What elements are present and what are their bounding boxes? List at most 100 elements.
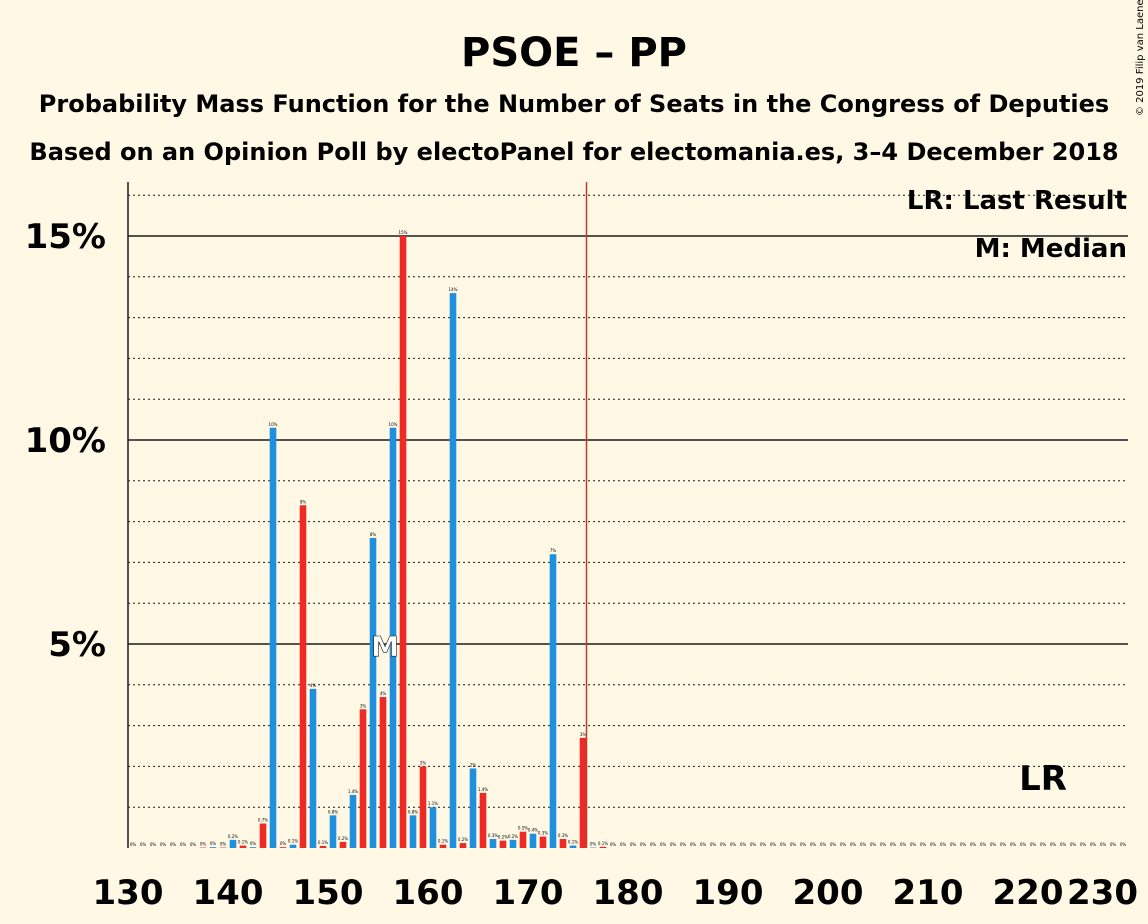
bar xyxy=(509,839,517,848)
y-tick-label: 5% xyxy=(48,625,106,665)
bar-value-label: 0% xyxy=(150,842,157,847)
bar-value-label: 0.5% xyxy=(518,826,528,831)
median-marker: M xyxy=(371,630,399,663)
bar xyxy=(209,847,217,848)
bar xyxy=(239,845,247,848)
x-tick-label: 220 xyxy=(993,873,1064,913)
bar xyxy=(289,844,297,848)
bar-value-label: 3% xyxy=(580,732,587,737)
bar-value-label: 1.4% xyxy=(348,789,358,794)
bar xyxy=(309,688,317,848)
bar-value-label: 0% xyxy=(770,842,777,847)
bar xyxy=(499,840,507,848)
x-tick-label: 190 xyxy=(693,873,764,913)
bar-value-label: 0% xyxy=(730,842,737,847)
bar xyxy=(279,847,287,848)
bar-value-label: 0% xyxy=(190,842,197,847)
x-tick-label: 210 xyxy=(893,873,964,913)
bar-value-label: 0% xyxy=(1020,842,1027,847)
bar-value-label: 0% xyxy=(180,842,187,847)
bar-value-label: 0.2% xyxy=(508,834,518,839)
bar xyxy=(379,697,387,848)
x-tick-label: 230 xyxy=(1067,873,1138,913)
bar-value-label: 0% xyxy=(940,842,947,847)
bar-value-label: 0% xyxy=(860,842,867,847)
bar-value-label: 0% xyxy=(830,842,837,847)
bar xyxy=(439,844,447,848)
bar xyxy=(419,766,427,848)
bar-value-label: 0% xyxy=(890,842,897,847)
bar-value-label: 0% xyxy=(160,842,167,847)
bar-value-label: 0% xyxy=(840,842,847,847)
bar-value-label: 0% xyxy=(930,842,937,847)
bar-value-label: 0% xyxy=(880,842,887,847)
bar-value-label: 0.4% xyxy=(528,828,538,833)
bar-value-label: 0% xyxy=(200,842,207,847)
x-tick-label: 180 xyxy=(593,873,664,913)
bar xyxy=(399,236,407,848)
bar-labels-group: 0% 0% 0% 0% 0% 0% 0% 0% 0% 0%0.2%0.1% 0%0.7%10%0% 0… xyxy=(130,230,1127,847)
x-tick-label: 130 xyxy=(93,873,164,913)
bar xyxy=(319,845,327,848)
bar-value-label: 0% xyxy=(1000,842,1007,847)
x-tick-label: 170 xyxy=(493,873,564,913)
bar-value-label: 1.4% xyxy=(478,787,488,792)
bar xyxy=(389,427,397,848)
bar-value-label: 0% xyxy=(920,842,927,847)
bar xyxy=(429,807,437,848)
bar-value-label: 2% xyxy=(420,760,427,765)
bar xyxy=(569,845,577,848)
bar-value-label: 0.1% xyxy=(238,840,248,845)
bar-value-label: 0.1% xyxy=(318,840,328,845)
bar-value-label: 0% xyxy=(710,842,717,847)
bar-value-label: 0.1% xyxy=(568,840,578,845)
bar-value-label: 0% xyxy=(750,842,757,847)
bar-value-label: 0% xyxy=(700,842,707,847)
bar-value-label: 0% xyxy=(900,842,907,847)
last-result-label: LR xyxy=(1019,759,1067,799)
bar xyxy=(559,839,567,848)
copyright-text: © 2019 Filip van Laenen xyxy=(1135,0,1146,116)
bar-value-label: 0% xyxy=(670,842,677,847)
bar-value-label: 0% xyxy=(950,842,957,847)
bar xyxy=(529,833,537,848)
bar-value-label: 0.1% xyxy=(598,841,608,846)
bar-value-label: 0% xyxy=(250,841,257,846)
bar-value-label: 0.1% xyxy=(288,839,298,844)
y-tick-label: 10% xyxy=(25,421,106,461)
bar-value-label: 1.1% xyxy=(428,801,438,806)
bar xyxy=(539,836,547,848)
bar-value-label: 0% xyxy=(780,842,787,847)
bar-value-label: 0% xyxy=(620,842,627,847)
bar-value-label: 0% xyxy=(1110,842,1117,847)
bar-value-label: 0% xyxy=(590,842,597,847)
bar-value-label: 0.8% xyxy=(328,809,338,814)
bar xyxy=(339,841,347,848)
bar-value-label: 14% xyxy=(449,287,458,292)
bar xyxy=(349,794,357,848)
bar-value-label: 0% xyxy=(680,842,687,847)
bar-value-label: 0% xyxy=(970,842,977,847)
bar-value-label: 0.1% xyxy=(438,839,448,844)
bar-value-label: 10% xyxy=(389,422,398,427)
bar-value-label: 4% xyxy=(380,691,387,696)
bar-value-label: 0% xyxy=(790,842,797,847)
bar-value-label: 0% xyxy=(170,842,177,847)
bar-value-label: 7% xyxy=(550,548,557,553)
x-tick-label: 140 xyxy=(193,873,264,913)
chart-title: PSOE – PP xyxy=(461,30,687,76)
bar-value-label: 0% xyxy=(760,842,767,847)
bar-value-label: 0% xyxy=(740,842,747,847)
bar-value-label: 0% xyxy=(720,842,727,847)
bars-group xyxy=(199,236,607,848)
bar-value-label: 0% xyxy=(210,841,217,846)
bar xyxy=(329,815,337,848)
bar-value-label: 0% xyxy=(800,842,807,847)
bar-value-label: 0% xyxy=(910,842,917,847)
bar-value-label: 0.3% xyxy=(558,833,568,838)
bar xyxy=(259,823,267,848)
bar-value-label: 0% xyxy=(630,842,637,847)
bar-value-label: 0.2% xyxy=(228,834,238,839)
bar-value-label: 0% xyxy=(610,842,617,847)
bar-value-label: 0.2% xyxy=(498,835,508,840)
